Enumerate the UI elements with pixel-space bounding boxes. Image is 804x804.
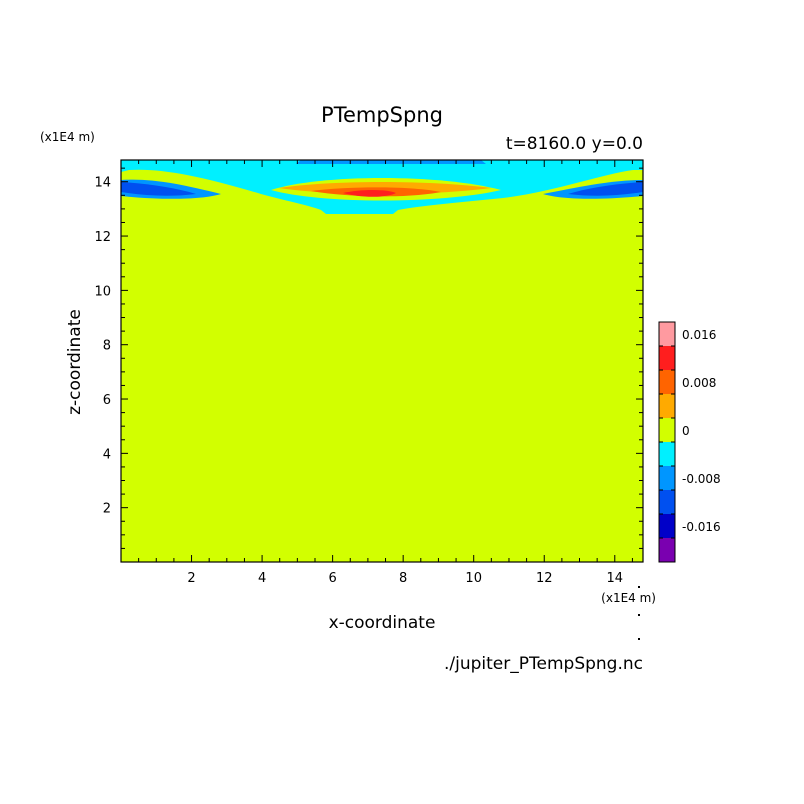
x-tick-label: 6 [328,571,336,586]
x-tick-label: 4 [258,571,266,586]
colorbar-tick-label: 0.008 [682,376,716,390]
contour-level-darkblue-left [121,182,196,196]
colorbar-segment [659,322,675,346]
colorbar-segment [659,490,675,514]
y-tick-label: 12 [94,230,111,245]
y-tick-label: 14 [94,176,111,191]
source-file-label: ./jupiter_PTempSpng.nc [444,654,643,674]
contour-level-red [343,190,396,197]
colorbar-segment [659,418,675,442]
colorbar-segment [659,466,675,490]
colorbar-segment [659,442,675,466]
chart-subtitle: t=8160.0 y=0.0 [506,134,643,154]
field-background [121,160,643,562]
chart-title: PTempSpng [321,103,443,127]
corner-mark [638,614,640,616]
y-tick-label: 6 [103,393,111,408]
y-tick-label: 10 [94,284,111,299]
x-tick-label: 8 [399,571,407,586]
x-tick-label: 2 [187,571,195,586]
y-unit-label: (x1E4 m) [40,130,95,144]
axes: 2 4 6 8 10 12 14 2 4 6 8 10 12 14 [94,159,644,586]
colorbar-segment [659,346,675,370]
x-tick-label: 12 [536,571,553,586]
x-axis-label: x-coordinate [329,613,436,633]
colorbar-tick-label: -0.008 [682,472,721,486]
colorbar-tick-label: -0.016 [682,520,721,534]
x-unit-label: (x1E4 m) [601,591,656,605]
x-tick-label: 14 [607,571,624,586]
colorbar-segment [659,538,675,562]
y-axis-label: z-coordinate [65,309,85,415]
corner-mark [638,586,640,588]
colorbar-tick-label: 0.016 [682,328,716,342]
y-tick-label: 2 [103,502,111,517]
contour-field [121,160,643,562]
corner-mark [638,638,640,640]
contour-level-darkblue-right [568,182,643,196]
y-tick-label: 8 [103,339,111,354]
colorbar-segment [659,394,675,418]
x-tick-label: 10 [465,571,482,586]
colorbar-segment [659,514,675,538]
plot-area: 2 4 6 8 10 12 14 2 4 6 8 10 12 14 [94,159,644,586]
y-tick-label: 4 [103,447,111,462]
colorbar-tick-label: 0 [682,424,690,438]
plot-frame [120,159,644,563]
colorbar: 0.016 0.008 0 -0.008 -0.016 [658,321,721,563]
colorbar-segment [659,370,675,394]
